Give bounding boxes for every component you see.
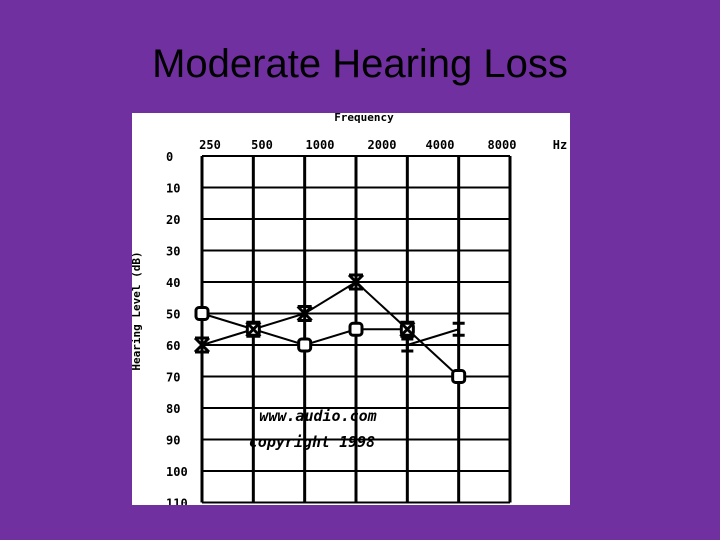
data-point-x <box>245 320 262 338</box>
chart-title: Frequency <box>334 113 394 124</box>
data-point-circle <box>297 337 313 353</box>
y-tick-label: 10 <box>166 182 180 196</box>
y-tick-label: 60 <box>166 339 180 353</box>
x-tick-label: 4000 <box>426 138 455 152</box>
data-point-x <box>399 320 416 338</box>
y-tick-label: 0 <box>166 150 173 164</box>
x-tick-label: 500 <box>251 138 273 152</box>
y-tick-label: 90 <box>166 434 180 448</box>
slide-title: Moderate Hearing Loss <box>152 42 568 86</box>
y-tick-label: 70 <box>166 371 180 385</box>
watermark-line-1: www.audio.com <box>259 407 376 425</box>
y-tick-label: 20 <box>166 213 180 227</box>
x-unit-label: Hz <box>553 138 567 152</box>
audiogram-svg: Frequency Hz Hearing Level (dB) 250 500 10… <box>132 113 567 506</box>
series-line <box>201 312 460 378</box>
data-point-circle <box>451 369 467 384</box>
series-line <box>407 328 459 346</box>
data-point-circle <box>194 306 210 321</box>
x-tick-label: 1000 <box>306 138 335 152</box>
data-point-circle <box>348 321 364 337</box>
y-tick-label: 30 <box>166 245 180 259</box>
y-tick-label: 110 <box>166 497 188 506</box>
y-tick-label: 100 <box>166 465 188 479</box>
data-point-bracket <box>401 337 414 353</box>
x-tick-label: 250 <box>199 138 221 152</box>
data-point-x <box>296 305 313 322</box>
x-tick-label: 8000 <box>488 138 517 152</box>
y-tick-label: 50 <box>166 308 180 322</box>
data-point-x <box>193 336 211 354</box>
data-point-bracket <box>452 321 465 337</box>
audiogram-chart: Frequency Hz Hearing Level (dB) 250 500 10… <box>132 113 570 505</box>
data-point-x <box>347 273 365 291</box>
y-tick-label: 40 <box>166 276 180 290</box>
y-axis-label: Hearing Level (dB) <box>132 251 143 370</box>
y-tick-label: 80 <box>166 402 180 416</box>
watermark-line-2: copyright 1998 <box>249 433 375 451</box>
x-tick-label: 2000 <box>368 138 397 152</box>
